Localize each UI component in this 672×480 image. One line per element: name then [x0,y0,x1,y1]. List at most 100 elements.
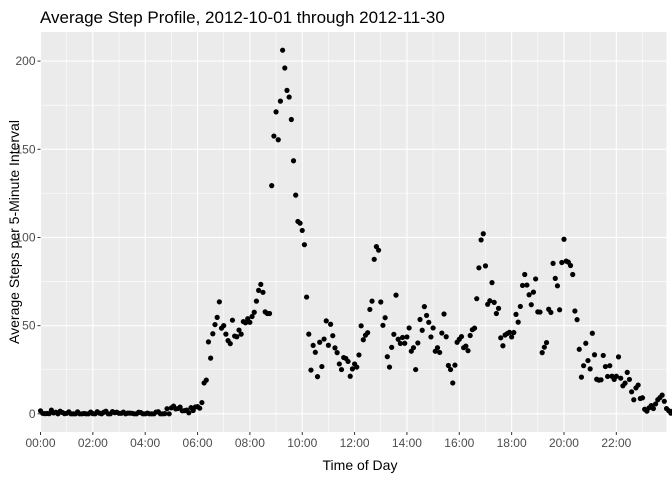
data-point [199,399,205,406]
data-point [249,313,255,320]
data-point [223,331,229,337]
data-point [397,340,403,347]
data-point [495,305,502,311]
data-point [421,304,427,310]
data-point [559,259,565,266]
data-point [367,306,373,313]
data-point [269,183,275,189]
data-point [229,317,236,323]
data-point [519,282,526,289]
data-point [238,331,244,337]
data-point [589,330,595,336]
data-point [476,265,482,271]
data-point [260,289,266,295]
data-point [463,343,469,349]
data-point [382,315,388,321]
data-point [585,357,591,364]
data-point [452,362,458,368]
data-point [570,271,576,278]
data-point [299,227,305,234]
data-point [308,367,314,373]
data-point [347,373,353,379]
data-point [631,397,637,403]
data-point [629,389,635,395]
data-point [330,333,336,339]
data-point [474,296,480,302]
data-point [256,287,262,293]
x-tick-label: 08:00 [235,436,265,450]
data-point [312,349,318,355]
data-point [242,320,249,326]
data-point [480,231,486,237]
data-point [537,309,543,315]
data-point [615,354,622,360]
data-point [528,302,534,308]
chart-title: Average Step Profile, 2012-10-01 through… [40,8,445,27]
data-point [441,311,447,317]
data-point [310,342,316,349]
data-point [332,345,338,351]
data-point [212,321,218,328]
data-point [458,333,465,340]
x-axis-label: Time of Day [323,457,398,473]
data-point [489,280,495,286]
data-point [410,345,417,351]
y-tick-label: 200 [15,54,35,68]
data-point [286,94,292,100]
data-point [572,308,578,314]
data-point [280,47,286,53]
y-tick-label: 0 [29,407,36,421]
data-point [541,344,547,350]
data-point [205,339,212,345]
x-tick-label: 02:00 [78,436,108,450]
data-point [375,247,382,253]
data-point [297,220,303,226]
data-point [554,283,561,289]
x-tick-label: 06:00 [183,436,213,450]
data-point [393,292,399,298]
data-point [214,314,220,320]
data-point [491,299,497,305]
data-point [358,323,364,329]
data-point [447,366,454,373]
x-axis-ticks: 00:00 02:00 04:00 06:00 08:00 10:00 12:00 14:00… [25,432,632,450]
data-point [162,411,168,417]
data-point [661,398,667,404]
data-point [450,380,456,386]
x-tick-label: 22:00 [601,436,631,450]
data-point [413,366,419,373]
data-point [325,342,332,348]
data-point [650,405,657,412]
data-point [301,242,308,248]
data-point [404,334,410,340]
y-tick-label: 150 [15,142,35,156]
data-point [550,260,556,266]
data-point [417,316,423,323]
data-point [384,354,390,360]
data-point [618,375,624,381]
data-point [203,377,209,383]
data-point [271,133,277,139]
data-point [253,298,260,304]
data-point [635,382,641,388]
data-point [543,339,550,346]
data-point [511,329,517,336]
data-point [509,334,515,340]
data-point [465,348,471,354]
x-tick-label: 16:00 [444,436,474,450]
y-tick-label: 50 [22,319,36,333]
data-point [639,395,646,401]
data-point [493,310,499,317]
data-point [406,325,412,331]
x-tick-label: 10:00 [287,436,317,450]
data-point [622,380,628,386]
data-point [557,307,563,313]
data-point [423,312,430,319]
data-point [275,137,281,143]
data-point [277,98,284,104]
data-points [37,47,672,417]
data-point [567,262,574,269]
data-point [437,349,443,356]
data-point [659,392,665,398]
